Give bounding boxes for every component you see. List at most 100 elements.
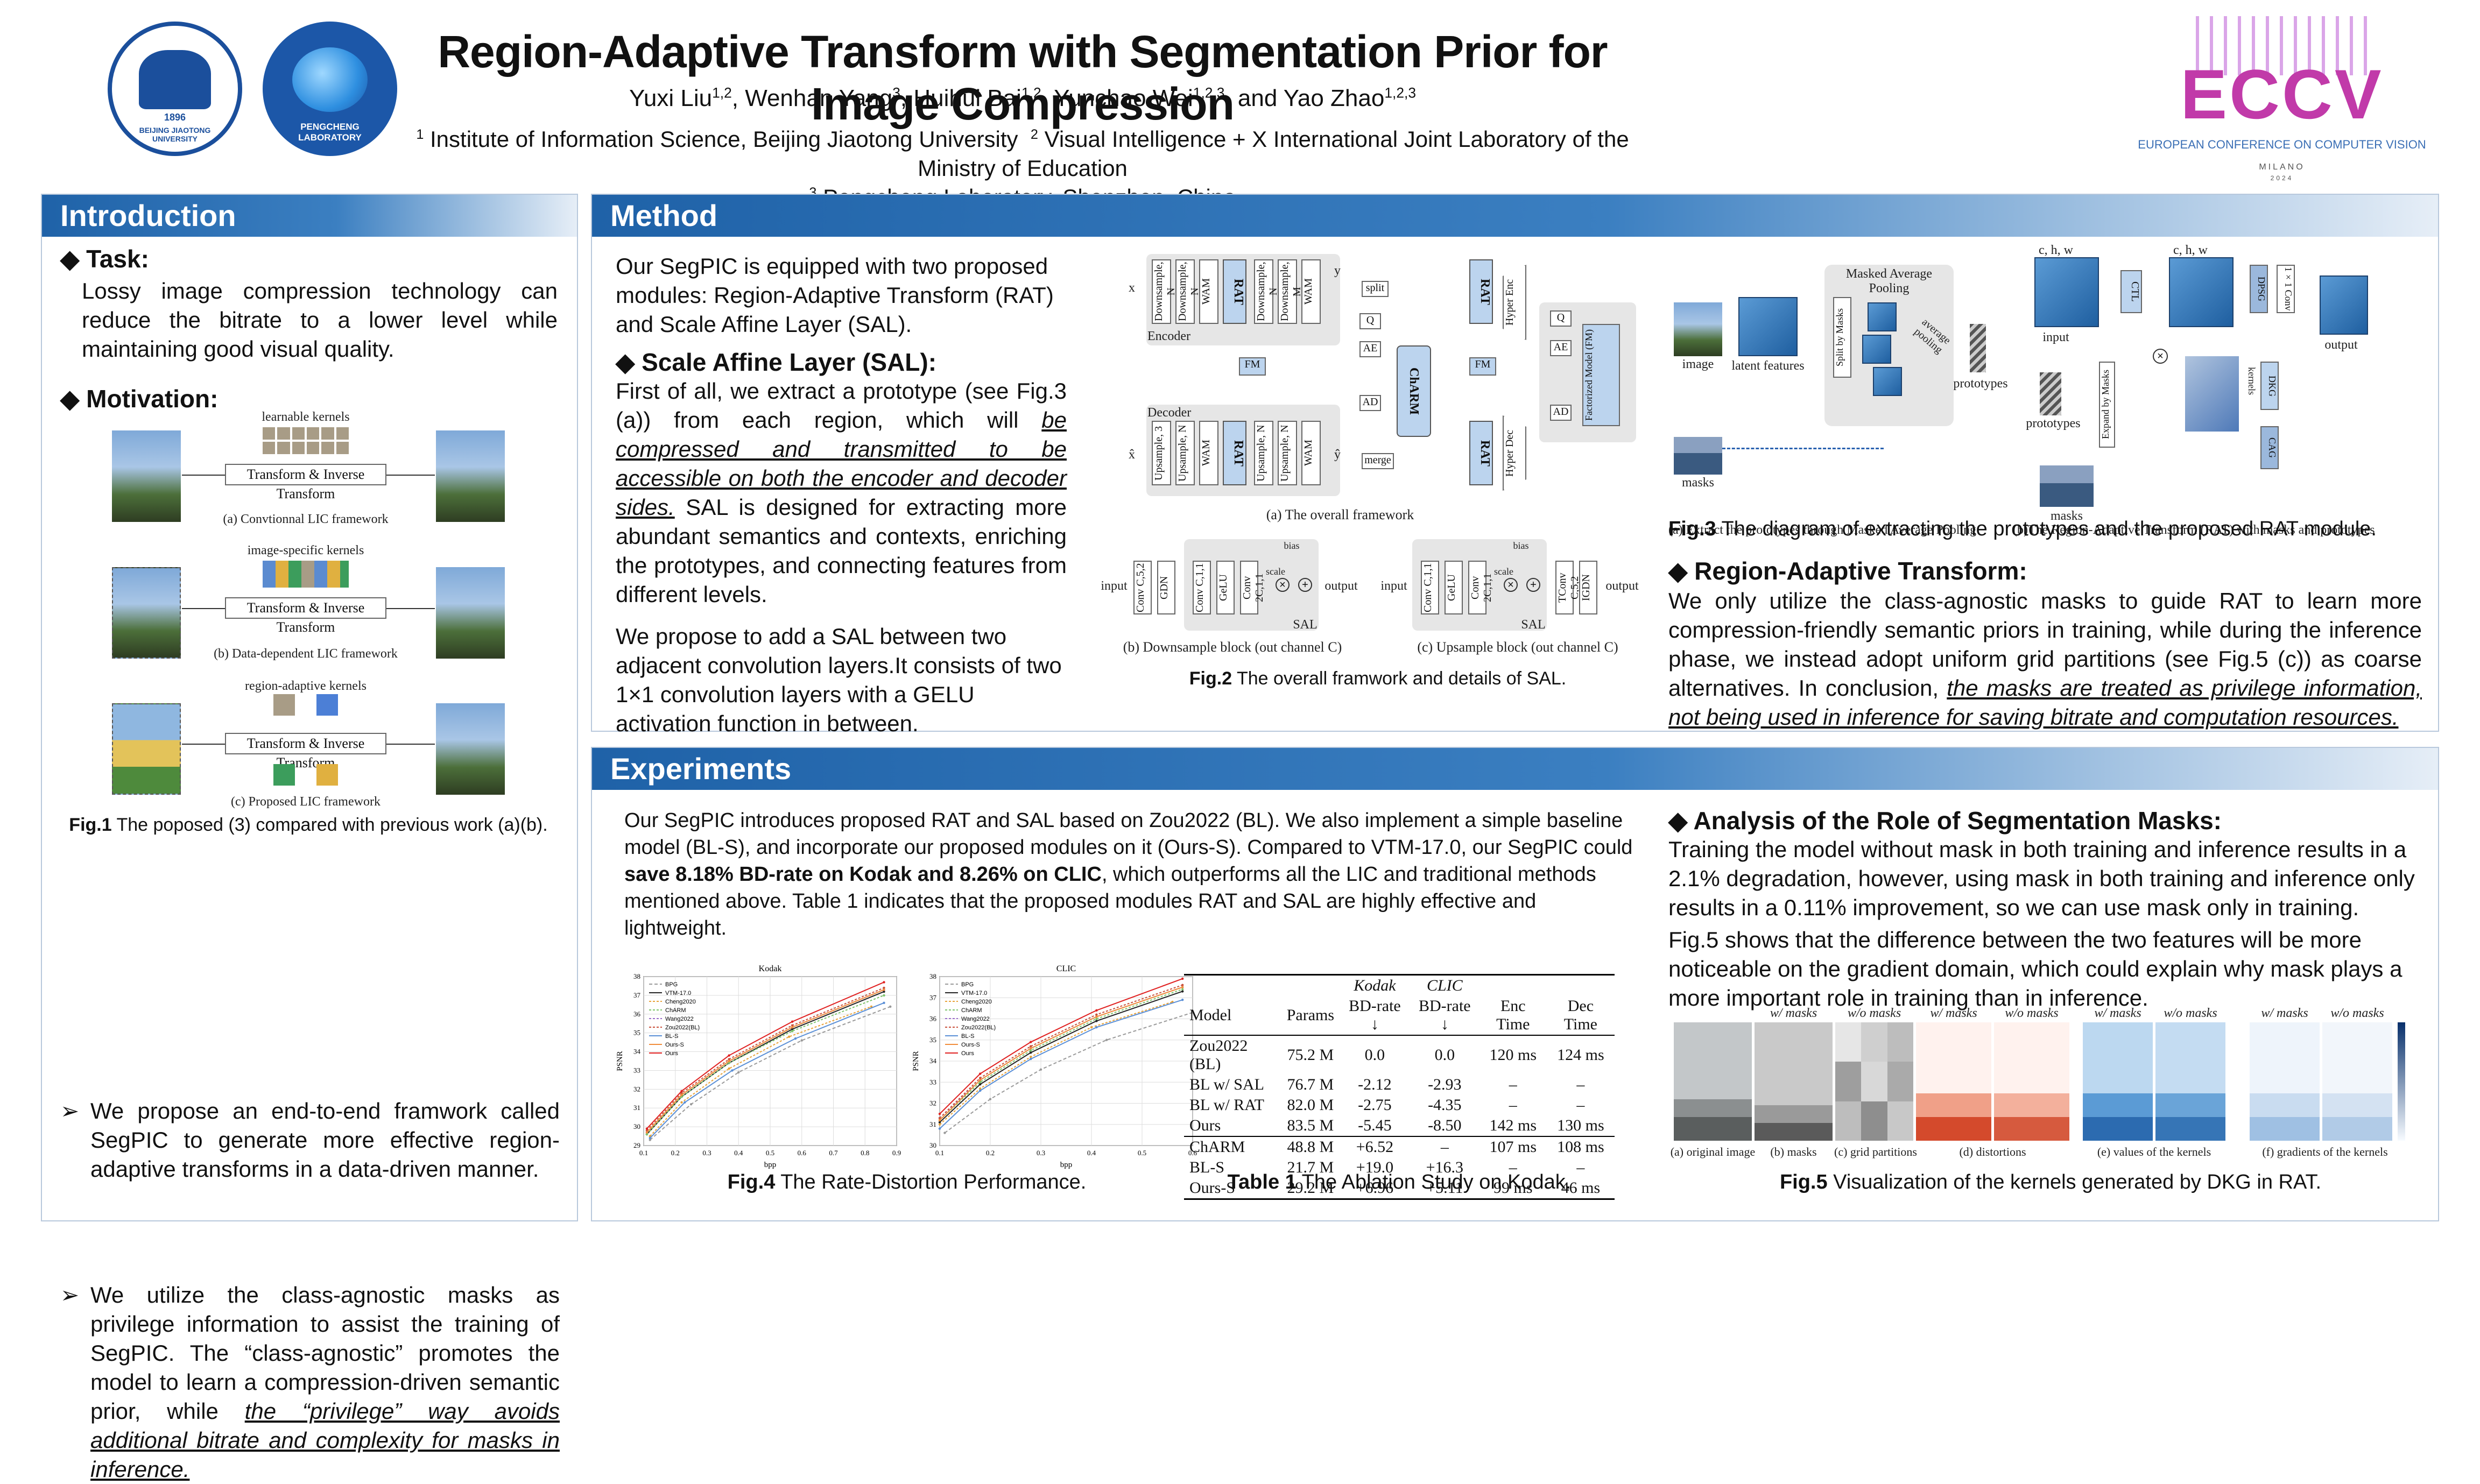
legend-entry: Wang2022 (665, 1016, 694, 1022)
x-tick-label: 0.3 (702, 1149, 711, 1157)
ctl-block: CTL (2120, 270, 2142, 313)
data-point (979, 1087, 982, 1090)
data-point (1181, 984, 1184, 986)
arithmetic-decoder-block: AD (1550, 405, 1572, 421)
table-cell: ChARM (1189, 1138, 1245, 1156)
downsample-block: Downsample, N (1152, 259, 1177, 324)
x-tick-label: 0.6 (798, 1149, 807, 1157)
eccv-city: MILANO (2259, 162, 2305, 172)
prototypes-label: prototypes (2026, 416, 2081, 430)
data-point (794, 1037, 797, 1040)
masks-label: masks (2051, 509, 2083, 523)
figure-1: learnable kernels Transform & Inverse Tr… (69, 410, 547, 840)
conv-block: Conv 2C,1,1 (1240, 561, 1265, 614)
x-tick-label: 0.9 (892, 1149, 901, 1157)
fig1c-transform-box: Transform & Inverse Transform (225, 733, 386, 771)
data-point (979, 1089, 982, 1092)
data-point (1181, 977, 1184, 980)
data-point (728, 1067, 730, 1070)
y-tick-label: 37 (633, 991, 641, 999)
data-point (1030, 1055, 1032, 1058)
data-point (1105, 1038, 1108, 1041)
quantize-block: Q (1550, 310, 1572, 327)
table-cell: 83.5 M (1287, 1116, 1334, 1134)
pengcheng-swirl-icon (292, 47, 368, 112)
fig3-caption: Fig.3 The diagram of extracting the prot… (1668, 518, 2377, 540)
arrow-line (182, 475, 225, 476)
series-line (939, 988, 1183, 1121)
conv1x1-block: 1×1 Conv (2277, 265, 2295, 313)
kernel-green (273, 764, 295, 786)
table-header: Model (1189, 1006, 1232, 1024)
split-block: split (1362, 281, 1389, 297)
fig2b-caption: (b) Downsample block (out channel C) (1123, 639, 1342, 655)
chart-title: CLIC (1056, 964, 1076, 973)
table-header: BD-rate ↓ (1349, 997, 1401, 1033)
table-cell: – (1576, 1096, 1585, 1114)
gelu-block: GeLU (1445, 561, 1463, 614)
expand-by-masks-block: Expand by Masks (2099, 362, 2115, 448)
table-cell: 120 ms (1489, 1046, 1537, 1064)
add-icon: + (1298, 578, 1312, 592)
wam-block: WAM (1301, 259, 1321, 324)
data-point (791, 1028, 794, 1030)
rat-block: RAT (1223, 259, 1246, 324)
kernel-yellow (316, 764, 338, 786)
original-image (1674, 1022, 1752, 1141)
data-point (979, 1083, 982, 1086)
y-tick-label: 32 (633, 1085, 640, 1093)
fig1b-caption: (b) Data-dependent LIC framework (214, 647, 398, 661)
without-masks-label: w/o masks (1847, 1006, 1901, 1020)
latent-features-cube (1738, 297, 1798, 356)
x-tick-label: 0.2 (986, 1149, 995, 1157)
kernel-blue (316, 694, 338, 716)
input-image (112, 430, 181, 522)
legend-entry: Ours-S (665, 1042, 684, 1048)
table-cell: 76.7 M (1287, 1076, 1334, 1093)
data-point (889, 1005, 892, 1008)
hyper-decoder: Hyper Dec (1503, 415, 1526, 491)
y-tick-label: 31 (929, 1120, 936, 1128)
poster-title: Region-Adaptive Transform with Segmentat… (438, 26, 1608, 129)
introduction-panel: Introduction ◆ Task: Lossy image compres… (41, 194, 578, 1482)
wam-block: WAM (1199, 259, 1218, 324)
y-tick-label: 37 (929, 993, 937, 1001)
fig1a-caption: (a) Convtionnal LIC framework (223, 512, 389, 526)
output-image (436, 567, 505, 659)
table-cell: 124 ms (1557, 1046, 1604, 1064)
output-image (436, 430, 505, 522)
table-cell: 142 ms (1489, 1116, 1537, 1134)
masks-label: masks (1682, 476, 1714, 490)
input-label: input (1101, 579, 1128, 593)
upsample-detail: input Conv C,1,1 GeLU Conv 2C,1,1 scale … (1378, 534, 1658, 658)
logo-pengcheng-name: PENGCHENG LABORATORY (298, 122, 362, 143)
data-point (737, 1071, 740, 1074)
ablation-table: Kodak CLIC Model Params BD-rate ↓ BD-rate ↓… (1184, 974, 1615, 1200)
table-cell: +16.3 (1426, 1158, 1464, 1176)
upsample-block: Upsample, 3 (1152, 421, 1171, 485)
data-point (689, 1103, 693, 1106)
x-tick-label: 0.4 (734, 1149, 743, 1157)
cag-block: CAG (2260, 426, 2279, 469)
image-specific-kernels (263, 561, 349, 588)
legend-entry: ChARM (665, 1007, 686, 1014)
data-point (1095, 1026, 1098, 1029)
x-tick-label: 0.4 (1087, 1149, 1096, 1157)
table-header: Params (1286, 1006, 1335, 1024)
hyper-encoder: Hyper Enc (1503, 265, 1526, 340)
downsample-detail: input Conv C,5,2 GDN Conv C,1,1 GeLU Con… (1098, 534, 1367, 658)
factorized-model-block: Factorized Model (FM) (1582, 324, 1620, 426)
fig1-caption: Fig.1 The poposed (3) compared with prev… (69, 815, 548, 835)
author: Huihui Bai1,2 (913, 84, 1041, 111)
series-line (939, 984, 1183, 1119)
add-icon: + (1526, 578, 1540, 592)
data-point (1030, 1051, 1032, 1054)
rat-block: RAT (1469, 259, 1493, 324)
table-row: BL-S 21.7 M +19.0 +16.3 – – (1184, 1157, 1615, 1178)
learnable-kernels (263, 427, 349, 454)
bjtu-seal-icon (139, 50, 211, 109)
input-image (112, 567, 181, 659)
data-point (938, 1123, 941, 1126)
scale-label: scale (1494, 566, 1513, 577)
arithmetic-decoder-block: AD (1359, 395, 1381, 411)
